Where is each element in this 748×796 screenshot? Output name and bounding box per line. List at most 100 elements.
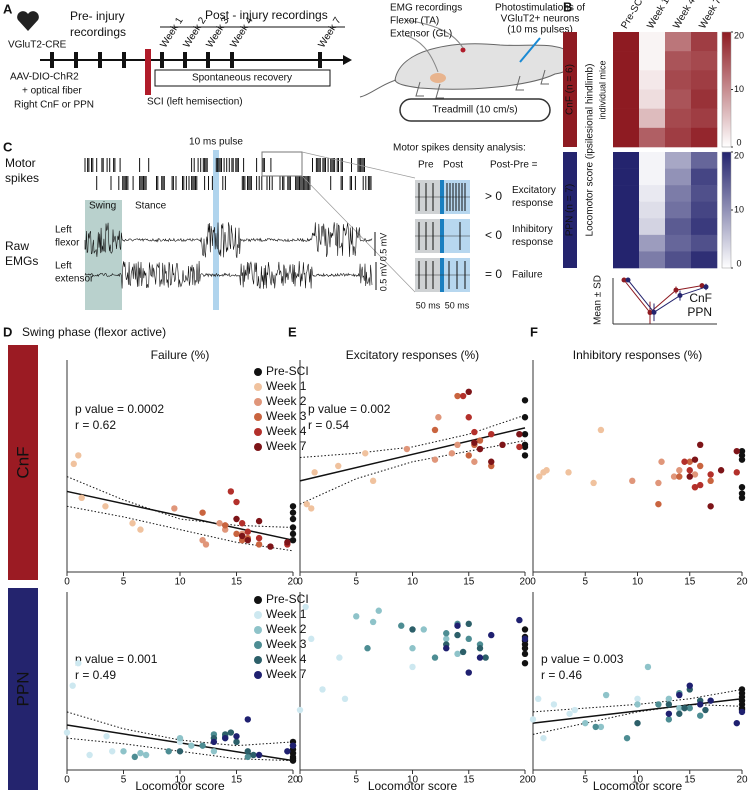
point xyxy=(199,509,206,516)
point xyxy=(521,414,529,421)
point xyxy=(676,691,683,699)
point xyxy=(435,414,442,421)
point xyxy=(120,748,127,755)
point xyxy=(75,452,82,459)
point xyxy=(165,748,172,755)
stat-label: r = 0.49 xyxy=(75,668,116,682)
point xyxy=(634,701,641,708)
point xyxy=(691,456,699,463)
point xyxy=(592,723,599,731)
point xyxy=(655,500,662,508)
heat-cell xyxy=(691,70,718,90)
heat-cell xyxy=(665,168,692,186)
point xyxy=(454,650,461,658)
fit-line xyxy=(532,698,743,724)
point xyxy=(244,528,251,535)
stat-label: r = 0.46 xyxy=(541,668,582,682)
point xyxy=(738,708,746,716)
strain: VGluT2-CRE xyxy=(8,40,67,51)
point xyxy=(476,445,484,453)
point xyxy=(465,669,472,676)
point xyxy=(302,603,309,611)
point xyxy=(733,719,740,727)
legend-marker xyxy=(254,413,262,421)
group-label: CnF (n = 6) xyxy=(565,64,576,115)
confidence-band xyxy=(66,737,294,762)
colorbar-label: 0 xyxy=(736,137,741,147)
point xyxy=(308,635,315,643)
heat-cell xyxy=(665,89,692,109)
point xyxy=(471,428,478,436)
emg-label: Flexor (TA) xyxy=(390,16,439,27)
arrowhead xyxy=(343,55,352,65)
point xyxy=(341,695,349,702)
x-tick-label: 0 xyxy=(297,577,303,588)
heat-cell xyxy=(665,51,692,71)
pre-injury: Pre- injury xyxy=(70,9,125,23)
point xyxy=(550,701,558,708)
x-tick-label: 0 xyxy=(530,775,536,786)
point xyxy=(210,748,218,755)
heat-cell xyxy=(639,70,666,90)
legend-marker xyxy=(254,671,262,679)
point xyxy=(566,710,573,717)
legend-label: PPN xyxy=(687,305,712,319)
point xyxy=(670,473,678,480)
point xyxy=(488,631,495,639)
legend-label: Week 1 xyxy=(266,607,307,621)
session-tick xyxy=(98,52,102,68)
legend-label: Week 3 xyxy=(266,637,307,651)
point xyxy=(655,701,662,708)
stat-label: p value = 0.0002 xyxy=(75,402,164,416)
point xyxy=(362,450,369,457)
cable xyxy=(404,19,464,49)
zoom-box xyxy=(261,151,303,177)
point xyxy=(102,503,109,510)
point xyxy=(676,710,683,717)
mean-point xyxy=(673,287,679,293)
point xyxy=(250,751,257,759)
legend-marker xyxy=(254,428,262,436)
tail xyxy=(359,79,397,98)
x-tick-label: 20 xyxy=(519,577,531,588)
fit-line xyxy=(66,490,294,541)
point xyxy=(697,441,704,448)
heat-cell xyxy=(613,168,640,186)
heat-cell xyxy=(691,152,718,169)
confidence-band xyxy=(66,476,294,528)
point xyxy=(227,729,235,736)
x-tick-label: 10 xyxy=(407,577,419,588)
x-tick-label: 20 xyxy=(287,577,299,588)
point xyxy=(476,645,484,652)
session-tick xyxy=(74,52,78,68)
heat-cell xyxy=(665,108,692,129)
stat-label: p value = 0.001 xyxy=(75,652,158,666)
point xyxy=(222,734,229,742)
heat-cell xyxy=(665,218,692,236)
panel-letter: E xyxy=(288,324,297,339)
point xyxy=(691,484,699,491)
point xyxy=(521,635,529,643)
heat-cell xyxy=(613,70,640,90)
heat-cell xyxy=(691,108,718,129)
point xyxy=(738,494,746,501)
point xyxy=(103,733,110,740)
point xyxy=(171,505,178,512)
point xyxy=(244,537,251,544)
trace-label: extensor xyxy=(55,274,94,285)
point xyxy=(623,734,631,742)
point xyxy=(697,481,704,489)
point xyxy=(597,426,605,434)
window-label: 50 ms xyxy=(416,300,441,310)
outcome-label: response xyxy=(512,237,554,248)
point xyxy=(665,701,673,708)
point xyxy=(476,437,484,444)
point xyxy=(471,439,478,446)
point xyxy=(691,471,699,478)
photostim: Photostimulations of xyxy=(495,3,585,14)
mean-point xyxy=(621,277,627,283)
point xyxy=(590,479,597,487)
point xyxy=(131,753,138,761)
point xyxy=(686,704,693,712)
